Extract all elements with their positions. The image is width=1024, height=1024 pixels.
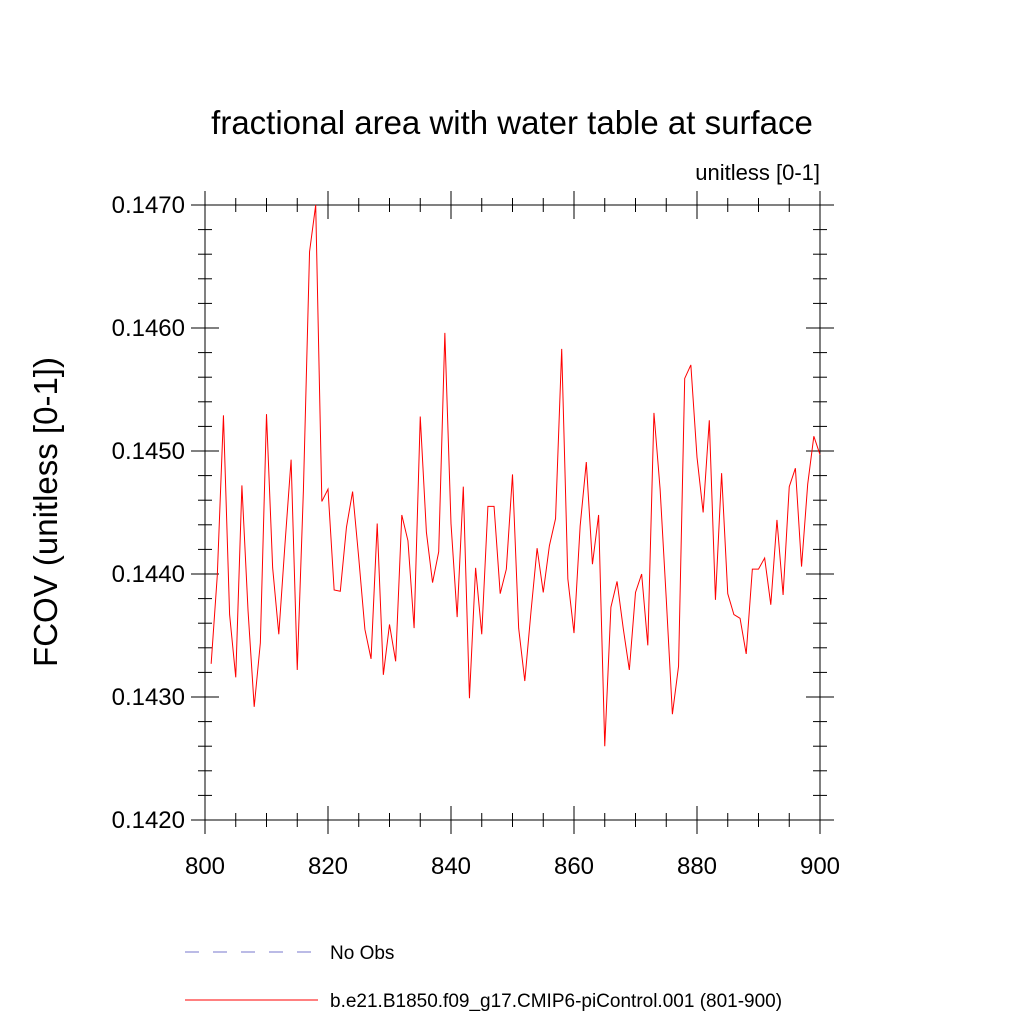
y-tick-label: 0.1430 <box>112 684 185 711</box>
legend-label-no-obs: No Obs <box>330 943 394 964</box>
y-tick-label: 0.1440 <box>112 561 185 588</box>
y-axis-label: FCOV (unitless [0-1]) <box>27 357 64 667</box>
x-tick-label: 860 <box>554 853 594 880</box>
chart-title: fractional area with water table at surf… <box>211 104 813 141</box>
plot-border <box>204 204 821 821</box>
x-tick-label: 800 <box>185 853 225 880</box>
y-axis: 0.1420 0.1430 0.1440 0.1450 0.1460 0.1470 <box>112 192 834 834</box>
units-label: unitless [0-1] <box>695 160 820 185</box>
plot-frame <box>204 204 821 821</box>
y-tick-label: 0.1470 <box>112 192 185 219</box>
x-tick-label: 880 <box>677 853 717 880</box>
x-tick-label: 900 <box>800 853 840 880</box>
legend: No Obs b.e21.B1850.f09_g17.CMIP6-piContr… <box>185 943 782 1012</box>
series-line-0 <box>210 204 821 747</box>
series-layer <box>210 204 821 747</box>
y-tick-label: 0.1460 <box>112 315 185 342</box>
x-axis: 800 820 840 860 880 900 <box>185 191 840 880</box>
legend-label-model: b.e21.B1850.f09_g17.CMIP6-piControl.001 … <box>330 991 782 1012</box>
x-tick-label: 820 <box>308 853 348 880</box>
y-tick-label: 0.1450 <box>112 438 185 465</box>
x-tick-label: 840 <box>431 853 471 880</box>
y-tick-label: 0.1420 <box>112 807 185 834</box>
